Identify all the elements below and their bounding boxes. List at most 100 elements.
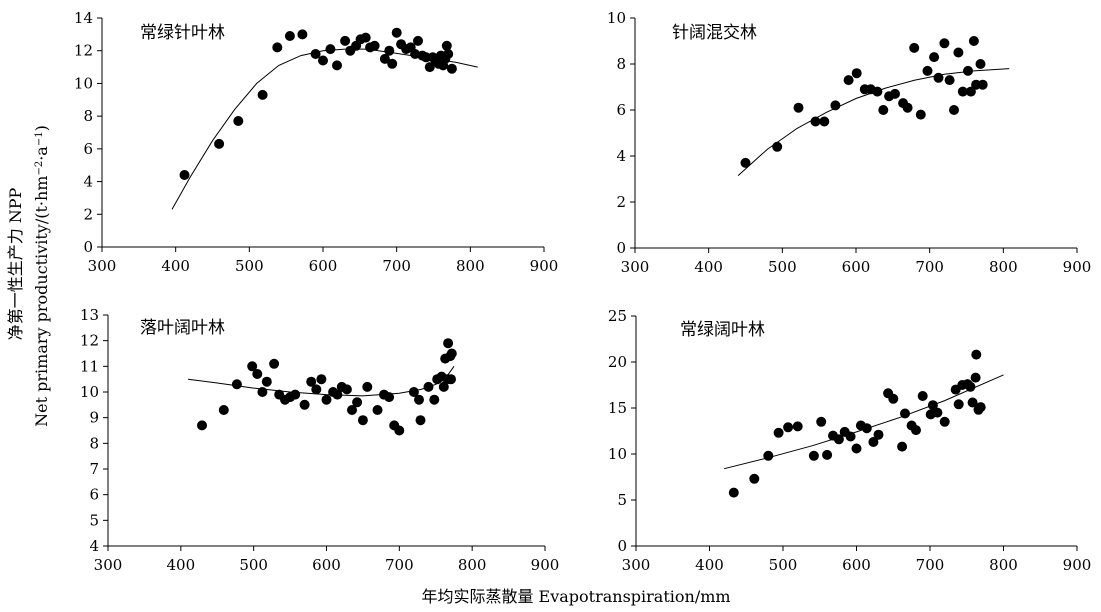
data-point bbox=[340, 35, 351, 46]
x-tick-label: 300 bbox=[621, 258, 650, 276]
data-point bbox=[783, 422, 794, 433]
x-tick-label: 800 bbox=[989, 556, 1018, 574]
y-tick-label: 5 bbox=[617, 491, 627, 509]
x-tick-label: 500 bbox=[235, 257, 264, 275]
data-point bbox=[749, 473, 760, 484]
y-tick-label: 8 bbox=[83, 107, 93, 125]
y-tick-label: 10 bbox=[607, 9, 626, 27]
data-point bbox=[810, 116, 821, 127]
data-point bbox=[423, 381, 434, 392]
data-point bbox=[917, 391, 928, 401]
data-point bbox=[927, 400, 938, 411]
data-point bbox=[949, 105, 959, 115]
y-tick-label: 14 bbox=[74, 9, 93, 27]
y-tick-label: 10 bbox=[80, 383, 99, 401]
x-tick-label: 400 bbox=[694, 258, 723, 276]
x-tick-label: 600 bbox=[842, 258, 871, 276]
data-point bbox=[325, 44, 336, 55]
data-point bbox=[968, 36, 979, 46]
y-tick-label: 12 bbox=[74, 42, 93, 60]
data-point bbox=[218, 405, 229, 415]
data-point bbox=[247, 361, 258, 372]
y-tick-label: 10 bbox=[74, 74, 93, 92]
x-tick-label: 600 bbox=[309, 257, 338, 275]
data-point bbox=[290, 389, 301, 400]
x-tick-label: 500 bbox=[768, 258, 797, 276]
data-point bbox=[944, 75, 955, 86]
data-point bbox=[299, 399, 310, 410]
x-tick-label: 800 bbox=[456, 257, 485, 275]
y-tick-label: 8 bbox=[89, 434, 99, 452]
data-point bbox=[446, 63, 457, 74]
y-tick-label: 0 bbox=[616, 239, 626, 257]
data-point bbox=[963, 65, 973, 76]
x-tick-label: 700 bbox=[385, 556, 414, 574]
data-point bbox=[387, 58, 398, 69]
data-point bbox=[728, 487, 739, 498]
x-tick-label: 900 bbox=[531, 556, 560, 574]
data-point bbox=[214, 138, 225, 149]
data-point bbox=[977, 79, 988, 90]
data-point bbox=[438, 381, 449, 392]
y-tick-label: 4 bbox=[83, 173, 93, 191]
data-point bbox=[414, 394, 424, 405]
panel-evergreen-broadleaf: 300 400 500 600 700 800 900 0 5 10 15 20 25 常绿阔叶林 bbox=[608, 307, 1091, 574]
data-point bbox=[316, 374, 327, 385]
data-point bbox=[845, 431, 856, 442]
data-point bbox=[257, 387, 268, 397]
x-tick-label: 300 bbox=[622, 556, 651, 574]
data-point bbox=[911, 425, 921, 436]
data-point bbox=[897, 441, 908, 452]
data-point bbox=[819, 116, 830, 127]
x-tick-label: 800 bbox=[989, 258, 1018, 276]
y-tick-label: 20 bbox=[608, 353, 627, 371]
data-point bbox=[261, 376, 272, 387]
x-tick-label: 900 bbox=[530, 257, 559, 275]
data-point bbox=[873, 429, 884, 440]
data-point bbox=[332, 60, 342, 71]
data-point bbox=[965, 86, 976, 97]
data-point bbox=[311, 384, 322, 395]
panel-title: 落叶阔叶林 bbox=[140, 318, 225, 338]
data-point bbox=[975, 59, 986, 69]
y-tick-label: 4 bbox=[89, 537, 99, 555]
data-point bbox=[413, 35, 423, 46]
y-tick-label: 0 bbox=[83, 238, 93, 256]
x-tick-label: 900 bbox=[1063, 556, 1092, 574]
data-point bbox=[252, 369, 263, 379]
panel-title: 常绿阔叶林 bbox=[680, 320, 765, 340]
y-tick-label: 6 bbox=[616, 101, 626, 119]
y-tick-label: 15 bbox=[608, 399, 627, 417]
data-point bbox=[257, 89, 268, 100]
data-point bbox=[922, 65, 933, 76]
data-point bbox=[740, 157, 751, 168]
data-point bbox=[872, 86, 883, 97]
x-tick-label: 400 bbox=[167, 556, 196, 574]
data-point bbox=[929, 52, 940, 63]
data-point bbox=[424, 62, 435, 73]
data-point bbox=[372, 405, 383, 415]
data-point bbox=[357, 415, 368, 426]
data-point bbox=[179, 170, 190, 180]
data-point bbox=[384, 45, 395, 56]
x-tick-label: 300 bbox=[94, 556, 123, 574]
data-point bbox=[310, 49, 321, 59]
y-tick-label: 25 bbox=[608, 307, 627, 325]
data-point bbox=[408, 387, 419, 397]
data-point bbox=[861, 423, 872, 434]
x-tick-label: 400 bbox=[161, 257, 190, 275]
x-tick-label: 600 bbox=[312, 556, 341, 574]
data-point bbox=[953, 47, 964, 58]
panel-evergreen-coniferous: 300 400 500 600 700 800 900 0 2 4 6 8 10 12 14 常绿针叶林 bbox=[74, 9, 558, 275]
data-point bbox=[822, 449, 833, 460]
data-point bbox=[415, 415, 426, 426]
data-point bbox=[391, 27, 402, 38]
data-point bbox=[347, 405, 357, 415]
y-axis-title-cn: 净第一性生产力 NPP bbox=[6, 187, 25, 340]
data-point bbox=[772, 141, 783, 152]
data-point bbox=[352, 397, 363, 408]
panel-deciduous-broadleaf: 300 400 500 600 700 800 900 4 5 6 7 8 9 10 11 12 13 落叶阔叶林 bbox=[80, 306, 559, 574]
data-point bbox=[284, 31, 295, 41]
y-tick-label: 11 bbox=[80, 357, 99, 375]
data-point bbox=[379, 53, 390, 64]
